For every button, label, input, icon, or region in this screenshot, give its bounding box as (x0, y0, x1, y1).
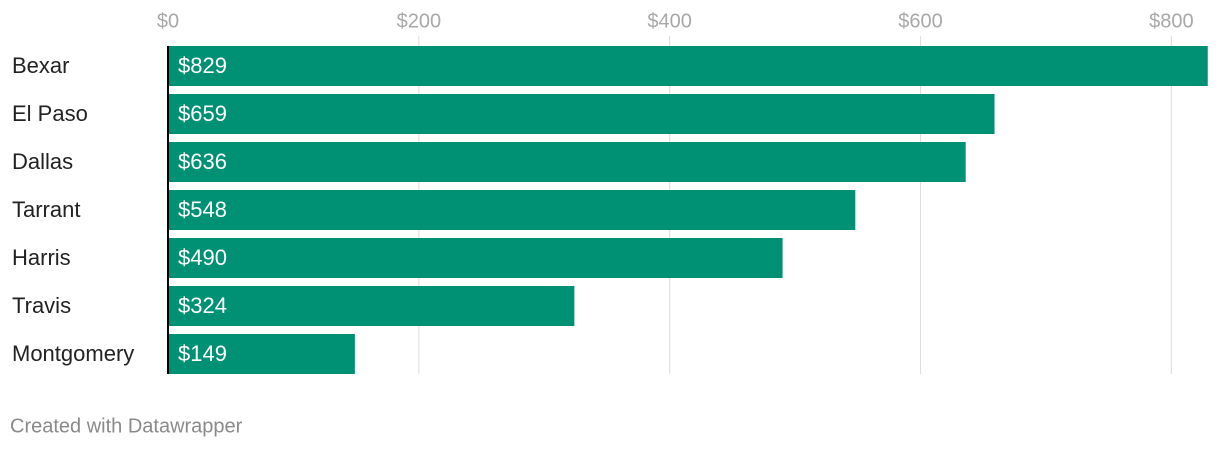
x-tick-label: $800 (1149, 10, 1194, 32)
x-tick-label: $400 (647, 10, 692, 32)
bar (168, 190, 856, 230)
footer: Created with Datawrapper (10, 415, 243, 437)
value-label: $636 (178, 149, 227, 174)
category-label: Harris (12, 245, 71, 270)
value-label: $324 (178, 293, 227, 318)
bar (168, 94, 995, 134)
bar (168, 142, 966, 182)
x-tick-label: $600 (898, 10, 943, 32)
value-label: $659 (178, 101, 227, 126)
bar (168, 334, 355, 374)
value-label: $829 (178, 53, 227, 78)
x-tick-label: $0 (157, 10, 179, 32)
bar (168, 286, 575, 326)
category-label: El Paso (12, 101, 88, 126)
category-label: Travis (12, 293, 71, 318)
bar (168, 238, 783, 278)
bar (168, 46, 1208, 86)
category-label: Montgomery (12, 341, 134, 366)
value-label: $149 (178, 341, 227, 366)
value-label: $548 (178, 197, 227, 222)
category-label: Bexar (12, 53, 69, 78)
category-label: Tarrant (12, 197, 80, 222)
x-tick-label: $200 (397, 10, 442, 32)
value-label: $490 (178, 245, 227, 270)
category-label: Dallas (12, 149, 73, 174)
